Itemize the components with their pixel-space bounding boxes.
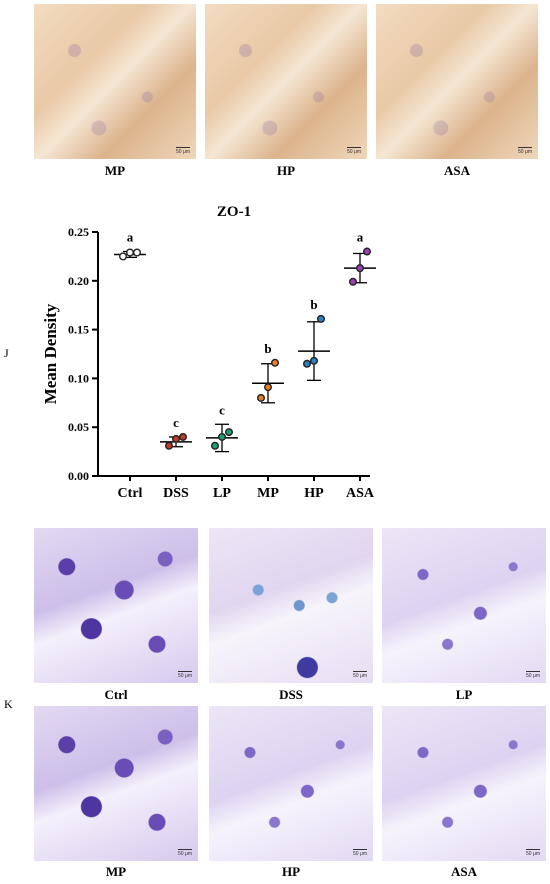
significance-label-dss: c bbox=[173, 415, 179, 430]
y-tick-label: 0.15 bbox=[68, 323, 89, 337]
significance-label-lp: c bbox=[219, 402, 225, 417]
scale-bar: 50 μm bbox=[178, 849, 192, 857]
image-label-hp: HP bbox=[276, 163, 296, 178]
data-point-hp bbox=[317, 314, 326, 323]
zo1-chart: ZO-1 Mean Density 0.00 0.05 0.10 0.15 0.20 0.25… bbox=[41, 204, 376, 501]
x-tick-label-hp: HP bbox=[304, 486, 324, 501]
y-tick-label: 0.00 bbox=[68, 469, 89, 483]
pas-image-mp: 50 μm bbox=[34, 706, 198, 861]
data-point-dss bbox=[178, 432, 187, 441]
x-tick-label-ctrl: Ctrl bbox=[118, 486, 143, 501]
panel-letter-j: J bbox=[4, 346, 9, 360]
significance-label-asa: a bbox=[357, 230, 364, 245]
y-tick-label: 0.20 bbox=[68, 274, 89, 288]
scale-bar: 50 μm bbox=[526, 849, 540, 857]
pas-image-lp: 50 μm bbox=[382, 528, 546, 683]
ihc-image-hp: 50 μm bbox=[205, 4, 367, 159]
data-point-lp bbox=[217, 432, 226, 441]
x-tick-label-asa: ASA bbox=[346, 486, 375, 501]
data-point-hp bbox=[303, 359, 312, 368]
x-tick-label-dss: DSS bbox=[163, 486, 189, 501]
panel-letter-k: K bbox=[4, 697, 13, 711]
chart-title: ZO-1 bbox=[217, 204, 251, 220]
pas-image-hp: 50 μm bbox=[209, 706, 373, 861]
ihc-image-mp: 50 μm bbox=[34, 4, 196, 159]
data-point-mp bbox=[264, 383, 273, 392]
y-tick-label: 0.10 bbox=[68, 371, 89, 385]
scale-bar: 50 μm bbox=[526, 671, 540, 679]
data-point-mp bbox=[271, 358, 280, 367]
image-label-asa: ASA bbox=[443, 163, 470, 178]
data-point-asa bbox=[363, 247, 372, 256]
image-label-mp-pas: MP bbox=[105, 864, 127, 879]
pas-image-ctrl: 50 μm bbox=[34, 528, 198, 683]
data-point-asa bbox=[356, 264, 365, 273]
pas-image-asa: 50 μm bbox=[382, 706, 546, 861]
significance-label-mp: b bbox=[264, 341, 271, 356]
scale-bar: 50 μm bbox=[176, 147, 190, 155]
scale-bar: 50 μm bbox=[518, 147, 532, 155]
data-point-lp bbox=[210, 441, 219, 450]
x-tick-label-lp: LP bbox=[213, 486, 231, 501]
significance-label-ctrl: a bbox=[127, 230, 134, 245]
data-point-ctrl bbox=[132, 248, 141, 257]
significance-label-hp: b bbox=[310, 297, 317, 312]
image-label-ctrl: Ctrl bbox=[104, 687, 128, 702]
data-point-dss bbox=[171, 434, 180, 443]
y-tick-label: 0.05 bbox=[68, 420, 89, 434]
scale-bar: 50 μm bbox=[347, 147, 361, 155]
image-label-asa-pas: ASA bbox=[450, 864, 477, 879]
scale-bar: 50 μm bbox=[353, 671, 367, 679]
data-point-dss bbox=[164, 441, 173, 450]
ihc-image-asa: 50 μm bbox=[376, 4, 538, 159]
data-point-mp bbox=[257, 393, 266, 402]
image-label-dss: DSS bbox=[279, 687, 303, 702]
pas-image-dss: 50 μm bbox=[209, 528, 373, 683]
image-label-lp: LP bbox=[455, 687, 473, 702]
x-tick-label-mp: MP bbox=[257, 486, 279, 501]
data-point-hp bbox=[310, 356, 319, 365]
y-tick-label: 0.25 bbox=[68, 225, 89, 239]
data-point-asa bbox=[349, 277, 358, 286]
data-point-lp bbox=[224, 428, 233, 437]
image-label-hp-pas: HP bbox=[281, 864, 301, 879]
image-label-mp: MP bbox=[104, 163, 126, 178]
data-point-ctrl bbox=[125, 248, 134, 257]
scale-bar: 50 μm bbox=[178, 671, 192, 679]
scale-bar: 50 μm bbox=[353, 849, 367, 857]
y-axis-label: Mean Density bbox=[41, 303, 60, 404]
data-point-ctrl bbox=[118, 252, 127, 261]
